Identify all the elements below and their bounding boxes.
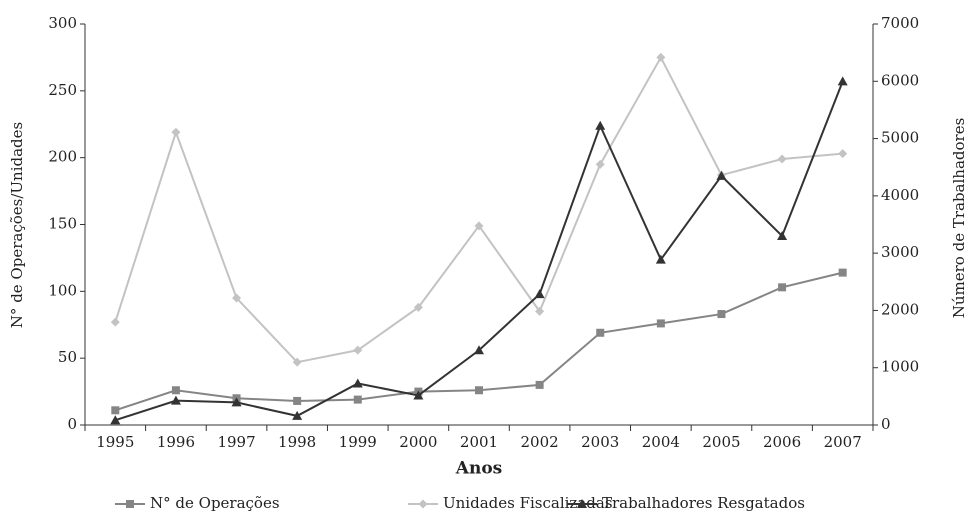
marker bbox=[595, 159, 605, 169]
marker bbox=[292, 410, 303, 420]
marker bbox=[413, 390, 424, 400]
marker bbox=[110, 317, 120, 327]
marker bbox=[655, 254, 666, 264]
y-axis-label: N° de Operações/Unidades bbox=[8, 122, 26, 328]
series-line bbox=[115, 80, 844, 422]
marker bbox=[353, 395, 362, 404]
legend-label: Trabalhadores Resgatados bbox=[602, 494, 805, 512]
y-tick-label: 250 bbox=[48, 81, 77, 99]
marker bbox=[474, 345, 484, 355]
x-tick-label: 1996 bbox=[157, 433, 195, 451]
y2-axis-label: Número de Trabalhadores bbox=[950, 118, 968, 319]
marker bbox=[418, 499, 428, 509]
y2-tick-label: 6000 bbox=[881, 71, 919, 89]
marker bbox=[837, 76, 848, 86]
marker bbox=[716, 170, 727, 180]
x-axis-label: Anos bbox=[455, 459, 502, 479]
y-tick-label: 100 bbox=[48, 281, 77, 299]
marker bbox=[534, 289, 545, 299]
marker bbox=[778, 283, 787, 292]
marker bbox=[353, 345, 363, 355]
y-tick-label: 200 bbox=[48, 148, 77, 166]
y-tick-label: 0 bbox=[67, 415, 77, 433]
marker bbox=[777, 230, 788, 240]
y2-tick-label: 7000 bbox=[881, 14, 919, 32]
x-tick-label: 2004 bbox=[642, 433, 680, 451]
marker bbox=[595, 120, 606, 130]
y2-tick-label: 5000 bbox=[881, 129, 919, 147]
marker bbox=[413, 302, 423, 312]
x-tick-label: 2002 bbox=[521, 433, 559, 451]
x-tick-label: 2000 bbox=[399, 433, 437, 451]
marker bbox=[231, 397, 242, 407]
marker bbox=[126, 500, 134, 508]
marker bbox=[777, 154, 787, 164]
marker bbox=[352, 378, 363, 388]
marker bbox=[577, 499, 587, 508]
marker bbox=[292, 357, 302, 367]
marker bbox=[293, 396, 302, 405]
marker bbox=[171, 127, 181, 137]
marker bbox=[717, 310, 726, 319]
x-tick-label: 2006 bbox=[763, 433, 801, 451]
marker bbox=[171, 386, 180, 395]
marker bbox=[535, 306, 545, 316]
y2-tick-label: 3000 bbox=[881, 243, 919, 261]
y2-tick-label: 2000 bbox=[881, 300, 919, 318]
x-tick-label: 1998 bbox=[278, 433, 316, 451]
marker bbox=[475, 386, 483, 395]
x-tick-label: 1997 bbox=[217, 433, 255, 451]
y2-tick-label: 4000 bbox=[881, 186, 919, 204]
marker bbox=[110, 415, 121, 425]
x-tick-label: 2001 bbox=[460, 433, 498, 451]
x-tick-label: 2003 bbox=[581, 433, 619, 451]
marker bbox=[535, 380, 544, 389]
y2-tick-label: 1000 bbox=[881, 358, 919, 376]
marker bbox=[656, 52, 666, 62]
marker bbox=[111, 406, 120, 415]
marker bbox=[232, 293, 242, 303]
y-tick-label: 150 bbox=[48, 215, 77, 233]
x-tick-label: 1999 bbox=[339, 433, 377, 451]
x-tick-label: 1995 bbox=[96, 433, 134, 451]
legend-label: Unidades Fiscalizadas bbox=[443, 494, 613, 512]
x-tick-label: 2007 bbox=[824, 433, 862, 451]
y-tick-label: 50 bbox=[58, 348, 77, 366]
marker bbox=[838, 268, 847, 277]
y-tick-label: 300 bbox=[48, 14, 77, 32]
series-line bbox=[114, 55, 843, 364]
marker bbox=[170, 395, 181, 405]
marker bbox=[474, 221, 484, 231]
y2-tick-label: 0 bbox=[881, 415, 891, 433]
marker bbox=[838, 149, 848, 159]
marker bbox=[656, 319, 665, 328]
x-tick-label: 2005 bbox=[702, 433, 740, 451]
marker bbox=[596, 328, 605, 337]
legend-label: N° de Operações bbox=[150, 494, 280, 512]
